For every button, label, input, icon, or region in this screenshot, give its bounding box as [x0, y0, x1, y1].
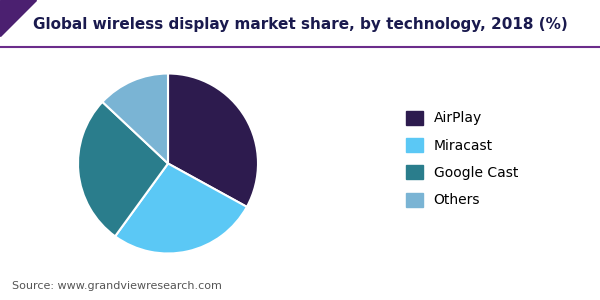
Wedge shape — [168, 74, 258, 207]
Polygon shape — [0, 0, 36, 36]
Wedge shape — [78, 102, 168, 236]
Wedge shape — [103, 74, 168, 164]
Wedge shape — [115, 164, 247, 254]
Text: Source: www.grandviewresearch.com: Source: www.grandviewresearch.com — [12, 281, 222, 291]
Legend: AirPlay, Miracast, Google Cast, Others: AirPlay, Miracast, Google Cast, Others — [406, 111, 518, 207]
Text: Global wireless display market share, by technology, 2018 (%): Global wireless display market share, by… — [32, 16, 568, 32]
Polygon shape — [0, 0, 36, 36]
